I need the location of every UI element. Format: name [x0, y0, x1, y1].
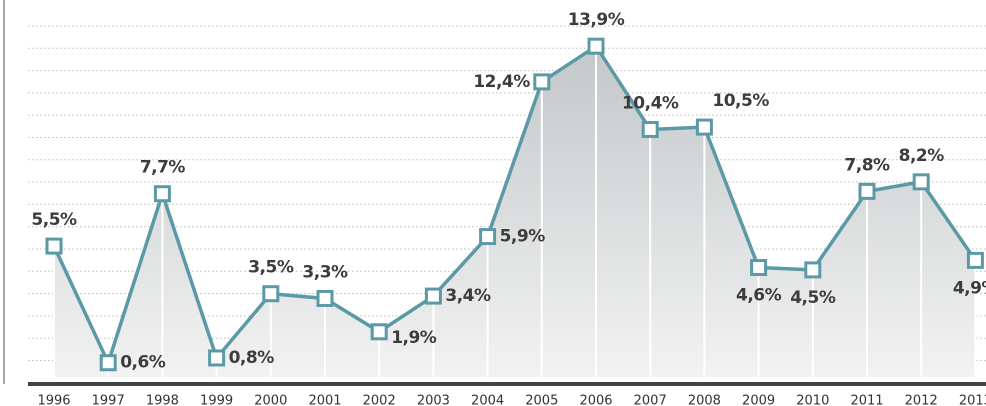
marker — [153, 185, 171, 203]
value-label: 0,6% — [120, 353, 166, 373]
value-label: 1,9% — [391, 328, 437, 348]
marker — [262, 285, 280, 303]
marker — [208, 349, 226, 367]
value-label: 7,7% — [140, 158, 186, 178]
x-tick-label: 2000 — [254, 394, 287, 406]
value-label: 5,5% — [31, 210, 77, 230]
x-tick-label: 2005 — [525, 394, 558, 406]
value-label: 4,9% — [953, 278, 986, 298]
marker — [370, 323, 388, 341]
plot: 5,5% 0,6% 7,7% 0,8% 3,5% 3,3% 1,9% 3,4% 5,9% 12,4… — [31, 10, 986, 406]
marker — [99, 354, 117, 372]
x-tick-label: 2010 — [796, 394, 829, 406]
value-label: 7,8% — [844, 155, 890, 175]
x-tick-label: 1997 — [92, 394, 125, 406]
value-label: 12,4% — [473, 72, 530, 92]
x-tick-label: 2007 — [634, 394, 667, 406]
x-tick-label: 1998 — [146, 394, 179, 406]
x-tick-label: 1999 — [200, 394, 233, 406]
x-tick-label: 2006 — [579, 394, 612, 406]
value-label: 0,8% — [229, 348, 275, 368]
x-tick-label: 2001 — [308, 394, 341, 406]
x-tick-label: 1996 — [37, 394, 70, 406]
area — [54, 46, 976, 378]
marker — [695, 118, 713, 136]
marker — [641, 120, 659, 138]
marker — [45, 237, 63, 255]
line — [52, 43, 977, 368]
value-label: 8,2% — [899, 146, 945, 166]
value-label: 4,5% — [790, 288, 836, 308]
x-tick-label: 2009 — [742, 394, 775, 406]
value-label: 13,9% — [568, 10, 625, 30]
baseline — [28, 382, 986, 386]
marker — [912, 173, 930, 191]
marker — [424, 287, 442, 305]
x-tick-label: 2008 — [688, 394, 721, 406]
marker — [858, 182, 876, 200]
x-tick-label: 2011 — [850, 394, 883, 406]
marker — [479, 228, 497, 246]
x-tick-label: 2012 — [905, 394, 938, 406]
marker — [750, 259, 768, 277]
value-label: 10,5% — [712, 91, 769, 111]
value-label: 3,4% — [445, 286, 491, 306]
value-label: 10,4% — [622, 93, 679, 113]
marker — [587, 37, 605, 55]
marker — [533, 73, 551, 91]
x-tick-label: 2003 — [417, 394, 450, 406]
value-label: 3,5% — [248, 258, 294, 278]
value-label: 5,9% — [500, 227, 546, 247]
x-tick-label: 2013 — [959, 394, 986, 406]
marker — [966, 251, 984, 269]
x-tick-label: 2004 — [471, 394, 504, 406]
marker — [804, 261, 822, 279]
value-label: 3,3% — [302, 262, 348, 282]
marker — [316, 289, 334, 307]
value-label: 4,6% — [736, 286, 782, 306]
x-tick-label: 2002 — [363, 394, 396, 406]
